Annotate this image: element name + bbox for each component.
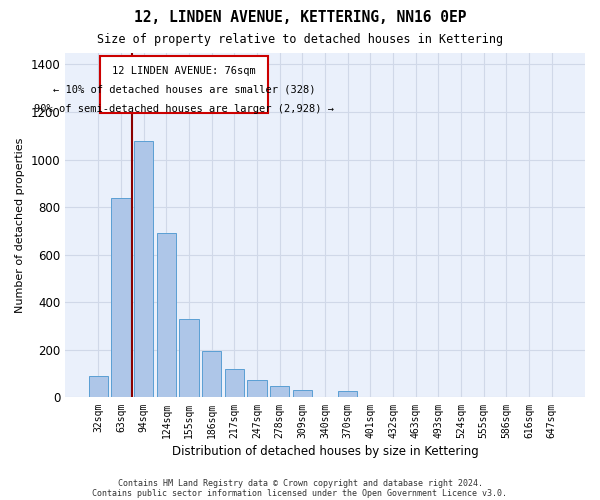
- Text: ← 10% of detached houses are smaller (328): ← 10% of detached houses are smaller (32…: [53, 84, 315, 94]
- FancyBboxPatch shape: [100, 56, 268, 113]
- Bar: [202, 351, 221, 398]
- Bar: [157, 234, 176, 398]
- Bar: [225, 369, 244, 398]
- Text: 12, LINDEN AVENUE, KETTERING, NN16 0EP: 12, LINDEN AVENUE, KETTERING, NN16 0EP: [134, 10, 466, 25]
- Text: 12 LINDEN AVENUE: 76sqm: 12 LINDEN AVENUE: 76sqm: [112, 66, 256, 76]
- Text: 90% of semi-detached houses are larger (2,928) →: 90% of semi-detached houses are larger (…: [34, 104, 334, 114]
- Text: Contains HM Land Registry data © Crown copyright and database right 2024.: Contains HM Land Registry data © Crown c…: [118, 478, 482, 488]
- Y-axis label: Number of detached properties: Number of detached properties: [15, 138, 25, 312]
- Bar: [179, 319, 199, 398]
- Bar: [89, 376, 108, 398]
- Bar: [247, 380, 267, 398]
- Bar: [112, 198, 131, 398]
- Bar: [293, 390, 312, 398]
- Bar: [134, 140, 154, 398]
- Bar: [270, 386, 289, 398]
- Text: Size of property relative to detached houses in Kettering: Size of property relative to detached ho…: [97, 32, 503, 46]
- X-axis label: Distribution of detached houses by size in Kettering: Distribution of detached houses by size …: [172, 444, 478, 458]
- Bar: [338, 392, 358, 398]
- Text: Contains public sector information licensed under the Open Government Licence v3: Contains public sector information licen…: [92, 488, 508, 498]
